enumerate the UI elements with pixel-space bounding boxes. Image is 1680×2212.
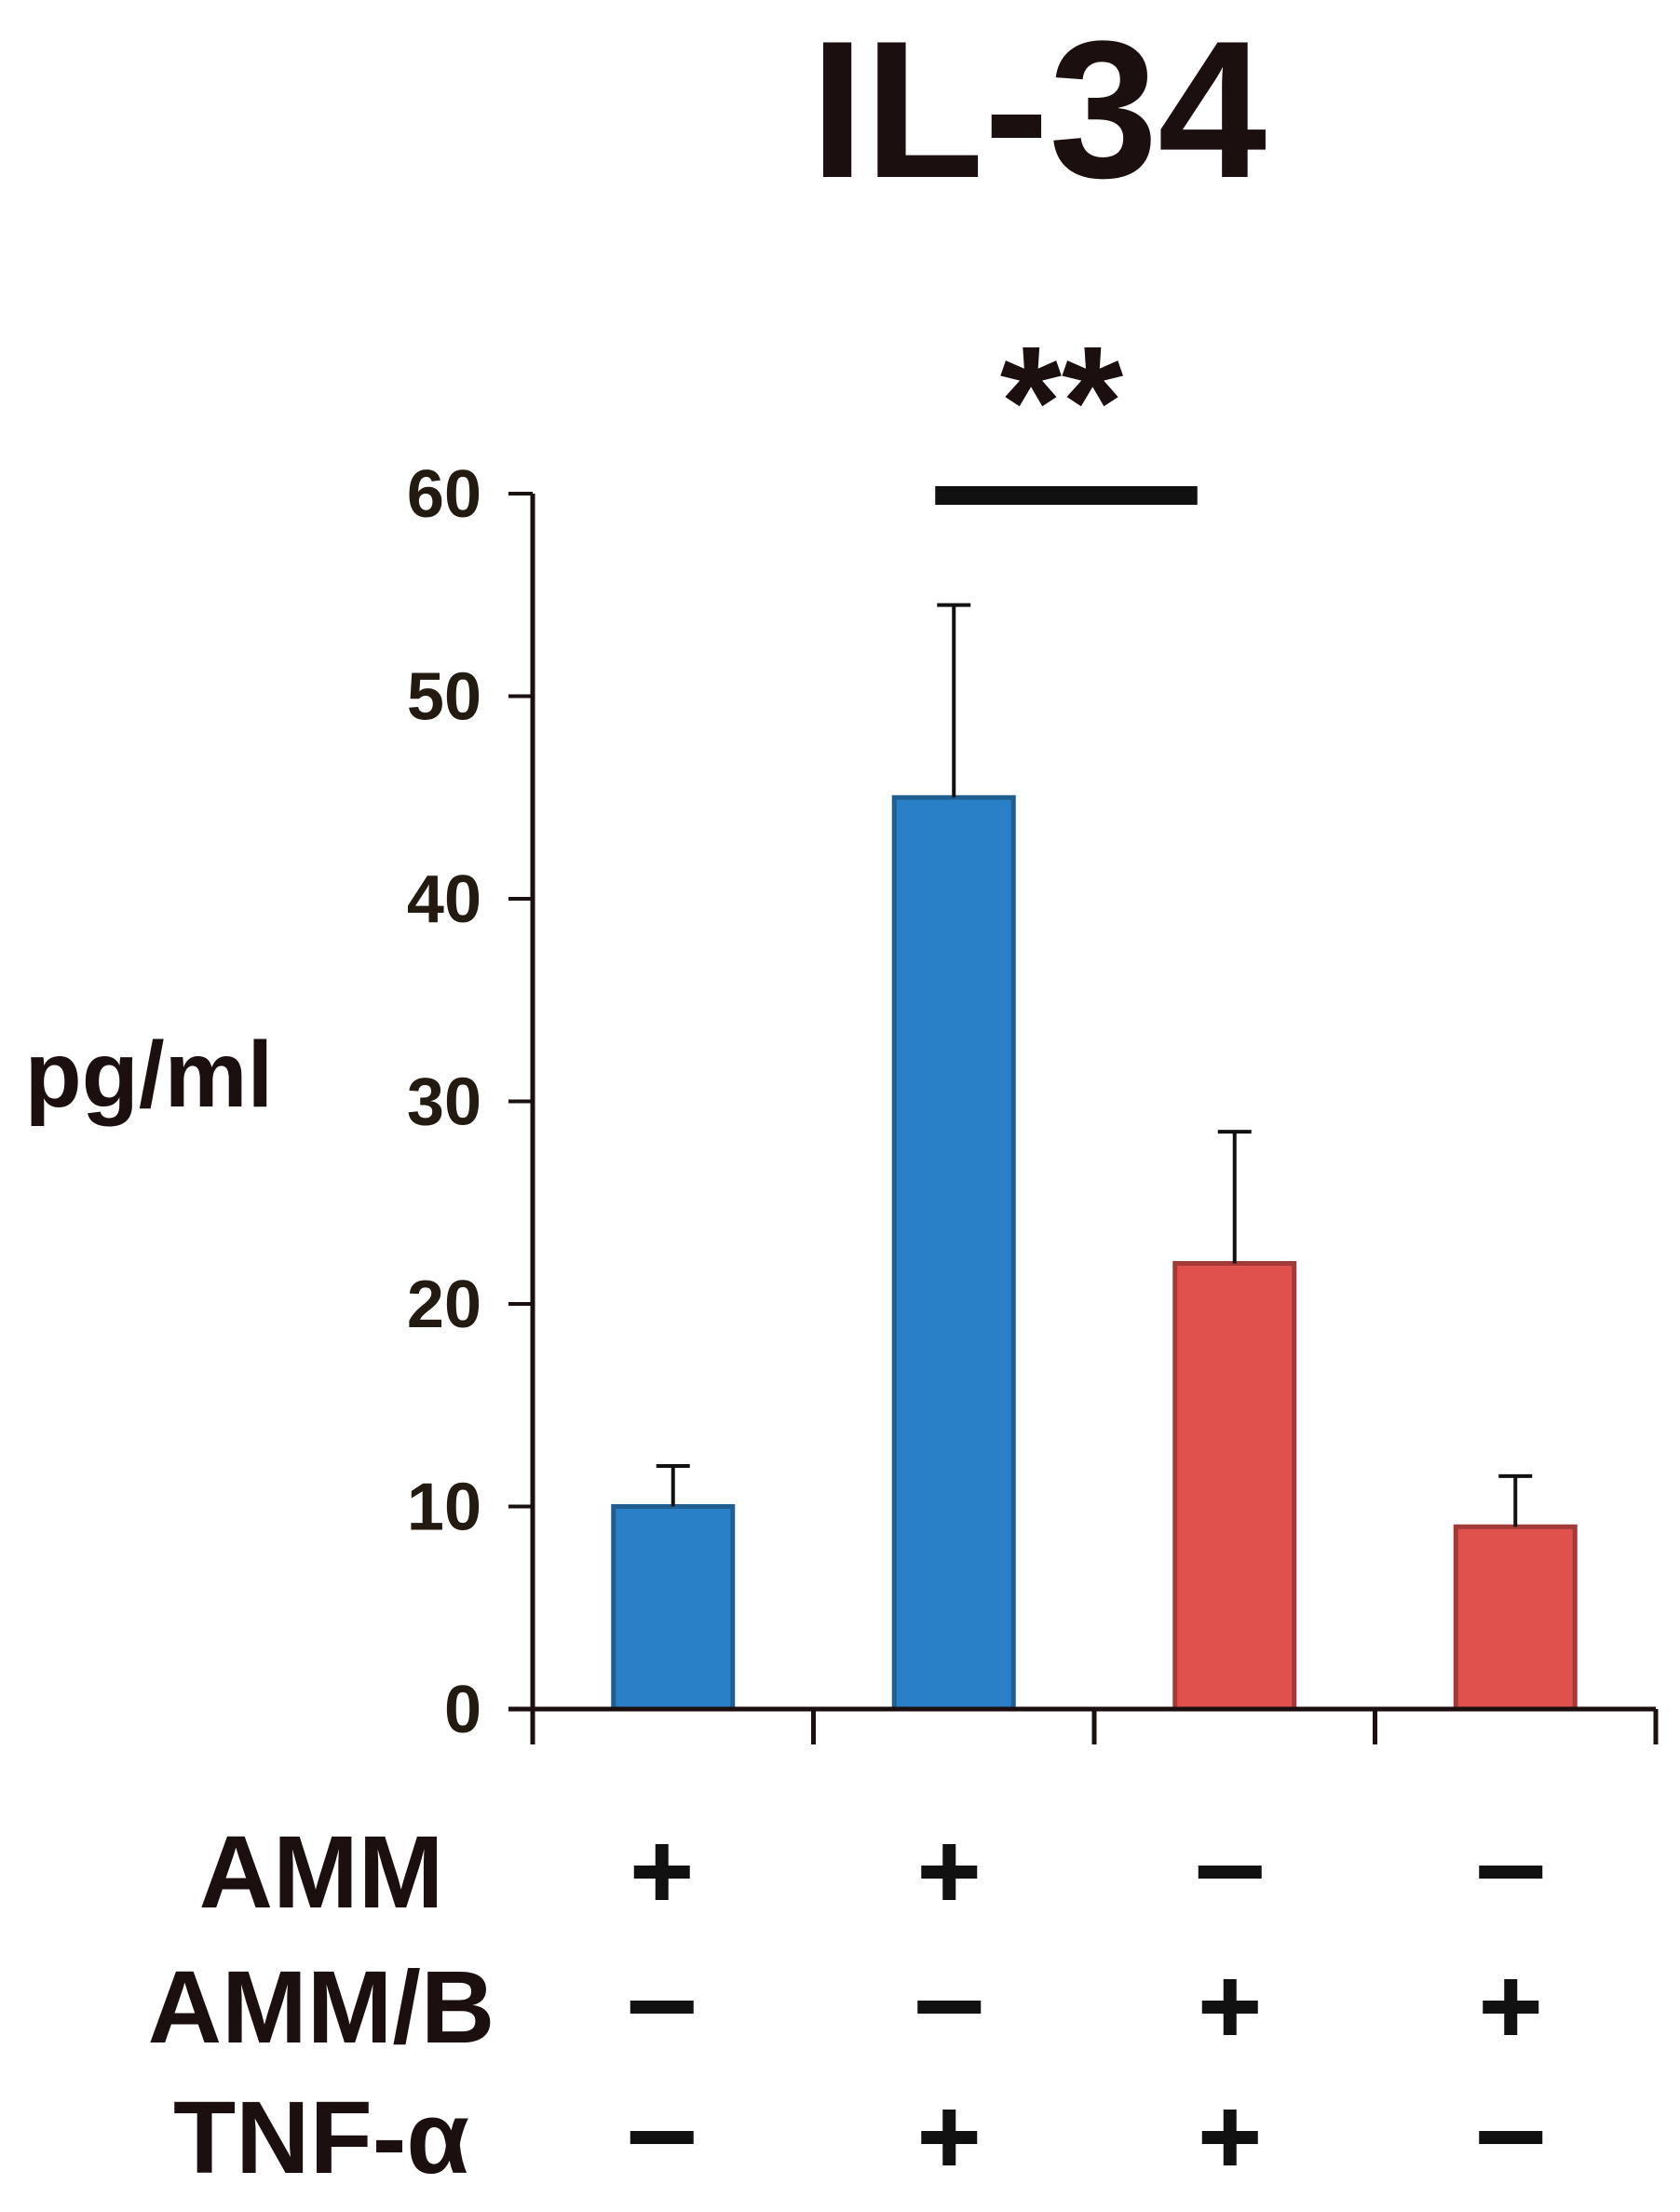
- y-axis-ticks: 0 10 20 30 40 50 60: [407, 457, 533, 1747]
- y-tick-label: 20: [407, 1268, 481, 1342]
- minus-sign: [630, 2001, 694, 2014]
- plus-sign: [633, 1844, 690, 1900]
- bar: [611, 1504, 736, 1712]
- y-tick-label: 60: [407, 457, 481, 532]
- error-bar: [937, 603, 971, 798]
- treatment-row-label: AMM/B: [148, 1950, 495, 2065]
- significance-annotation: **: [935, 314, 1198, 505]
- treatment-row-label: AMM: [199, 1815, 444, 1930]
- minus-sign: [1479, 2131, 1543, 2144]
- bar: [1172, 1261, 1297, 1712]
- error-bar: [656, 1464, 690, 1507]
- y-tick-label: 30: [407, 1065, 481, 1140]
- significance-label: **: [1000, 314, 1123, 491]
- error-bar: [1498, 1473, 1533, 1527]
- y-tick-label: 0: [444, 1673, 481, 1747]
- plus-sign: [921, 1844, 978, 1900]
- y-tick-label: 40: [407, 862, 481, 937]
- bars: [611, 794, 1578, 1712]
- y-axis-label: pg/ml: [25, 1023, 274, 1127]
- error-bar: [1217, 1130, 1252, 1264]
- minus-sign: [1198, 1866, 1262, 1879]
- plus-sign: [1201, 2110, 1258, 2165]
- error-bars: [656, 603, 1533, 1527]
- plus-sign: [921, 2110, 978, 2165]
- treatment-row-label: TNF-α: [173, 2081, 469, 2195]
- y-tick-label: 50: [407, 660, 481, 735]
- plus-sign: [1483, 1979, 1539, 2035]
- plus-sign: [1201, 1979, 1258, 2035]
- minus-sign: [917, 2001, 982, 2014]
- y-tick-label: 10: [407, 1471, 481, 1545]
- minus-sign: [630, 2131, 694, 2144]
- treatment-table: AMM AMM/B TNF-α: [148, 1815, 1543, 2195]
- bar: [1453, 1524, 1578, 1712]
- chart-title: IL-34: [810, 0, 1267, 219]
- minus-sign: [1479, 1866, 1543, 1879]
- axes: [508, 494, 1659, 1744]
- bar: [891, 794, 1016, 1712]
